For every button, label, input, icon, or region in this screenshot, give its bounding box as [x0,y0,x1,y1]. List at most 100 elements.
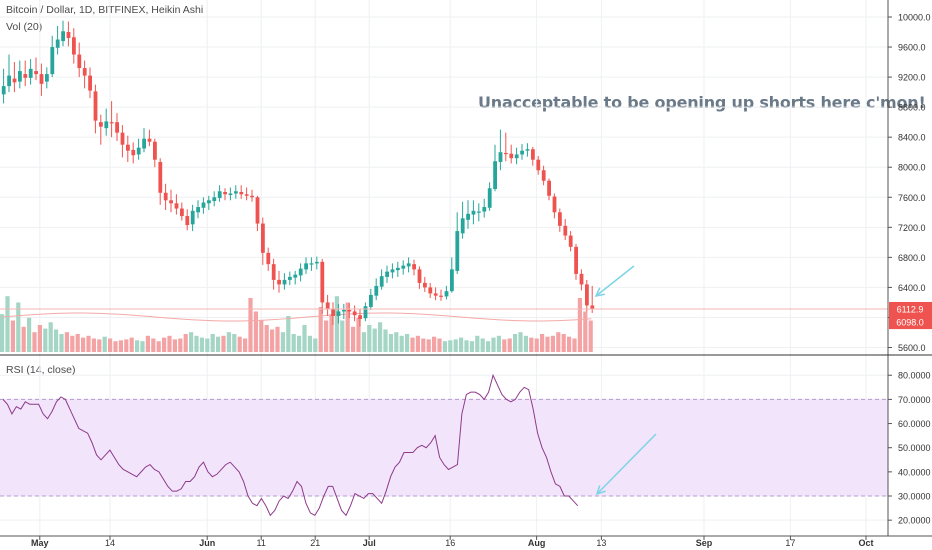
volume-bar [307,335,312,352]
candle-body [428,287,433,294]
volume-bar [248,298,253,352]
volume-bar [448,340,453,352]
candle-body [298,268,303,276]
price-tick-label: 9600.0 [898,43,926,53]
candle-body [352,311,357,316]
symbol-title: Bitcoin / Dollar, 1D, BITFINEX, Heikin A… [6,4,204,16]
volume-bar [540,334,545,352]
candle-body [309,263,314,265]
rsi-line [2,373,579,517]
volume-ma [2,312,592,322]
candle-body [304,263,308,270]
volume-bars [0,296,593,352]
candle-body [358,315,362,319]
candle-body [379,276,384,287]
candle-body [77,54,82,69]
candle-body [158,161,163,193]
volume-bar [178,338,183,352]
volume-bar [437,338,442,352]
candle-body [547,180,551,196]
candle-body [590,305,595,309]
volume-bar [75,334,80,352]
volume-bar [270,329,275,352]
candle-body [255,197,260,224]
candle-body [406,263,411,267]
rsi-band-fill [0,399,888,497]
volume-bar [351,326,356,352]
volume-bar [43,328,48,352]
volume-bar [491,337,496,352]
volume-bar [518,332,523,352]
volume-bar [464,340,469,352]
volume-bar [167,335,172,352]
candle-body [509,153,514,159]
candle-body [1,86,6,95]
volume-bar [5,296,10,352]
candle-body [142,138,146,149]
volume-bar [302,325,307,352]
candle-body [82,68,87,76]
volume-bar [280,332,285,352]
candle-body [228,193,233,196]
volume-bar [81,337,86,352]
volume-bar [199,337,204,352]
volume-bar [513,334,518,352]
candle-body [531,149,535,160]
candle-body [109,122,114,124]
price-tick-label: 6800.0 [898,253,926,263]
volume-bar [496,335,501,352]
time-tick-label: Jun [199,538,215,548]
volume-bar [486,341,491,352]
volume-bar [442,341,447,352]
volume-bar [286,316,291,352]
volume-bar [32,332,37,352]
time-tick-label: 17 [785,538,795,548]
price-tick-label: 8000.0 [898,163,926,173]
candle-body [131,149,136,156]
volume-bar [567,336,572,352]
volume-bar [405,334,410,352]
candle-body [455,231,460,271]
candle-body [336,311,341,316]
volume-bar [124,339,129,352]
volume-bar [453,339,458,352]
time-tick-label: Aug [528,538,546,548]
candle-body [7,75,11,87]
volume-bar [334,296,339,352]
price-arrow [595,265,635,297]
volume-bar [583,311,588,352]
candle-body [482,207,487,212]
candle-body [520,150,524,155]
candle-body [153,141,157,160]
volume-bar [10,320,15,352]
price-tag-box [889,301,932,316]
volume-bar [108,338,113,352]
candle-body [61,31,65,42]
volume-bar [432,336,437,352]
candle-body [293,274,298,278]
volume-bar [313,338,318,352]
candle-body [579,273,584,285]
candle-body [331,308,335,316]
candle-body [115,122,119,133]
price-tag-box [889,315,932,330]
candle-body [325,302,330,309]
candle-body [23,74,28,78]
volume-bar [135,340,140,352]
candle-body [55,39,60,48]
candle-body [239,192,244,195]
volume-bar [529,337,534,352]
candle-body [185,216,190,226]
volume-bar [356,317,361,352]
candle-body [369,294,373,307]
volume-bar [97,339,102,352]
volume-bar [129,337,134,352]
volume-bar [16,302,21,352]
volume-bar [572,338,577,352]
volume-bar [469,341,474,352]
candle-body [466,213,470,220]
candle-body [136,147,141,155]
volume-bar [534,338,539,352]
volume-bar [545,336,550,352]
